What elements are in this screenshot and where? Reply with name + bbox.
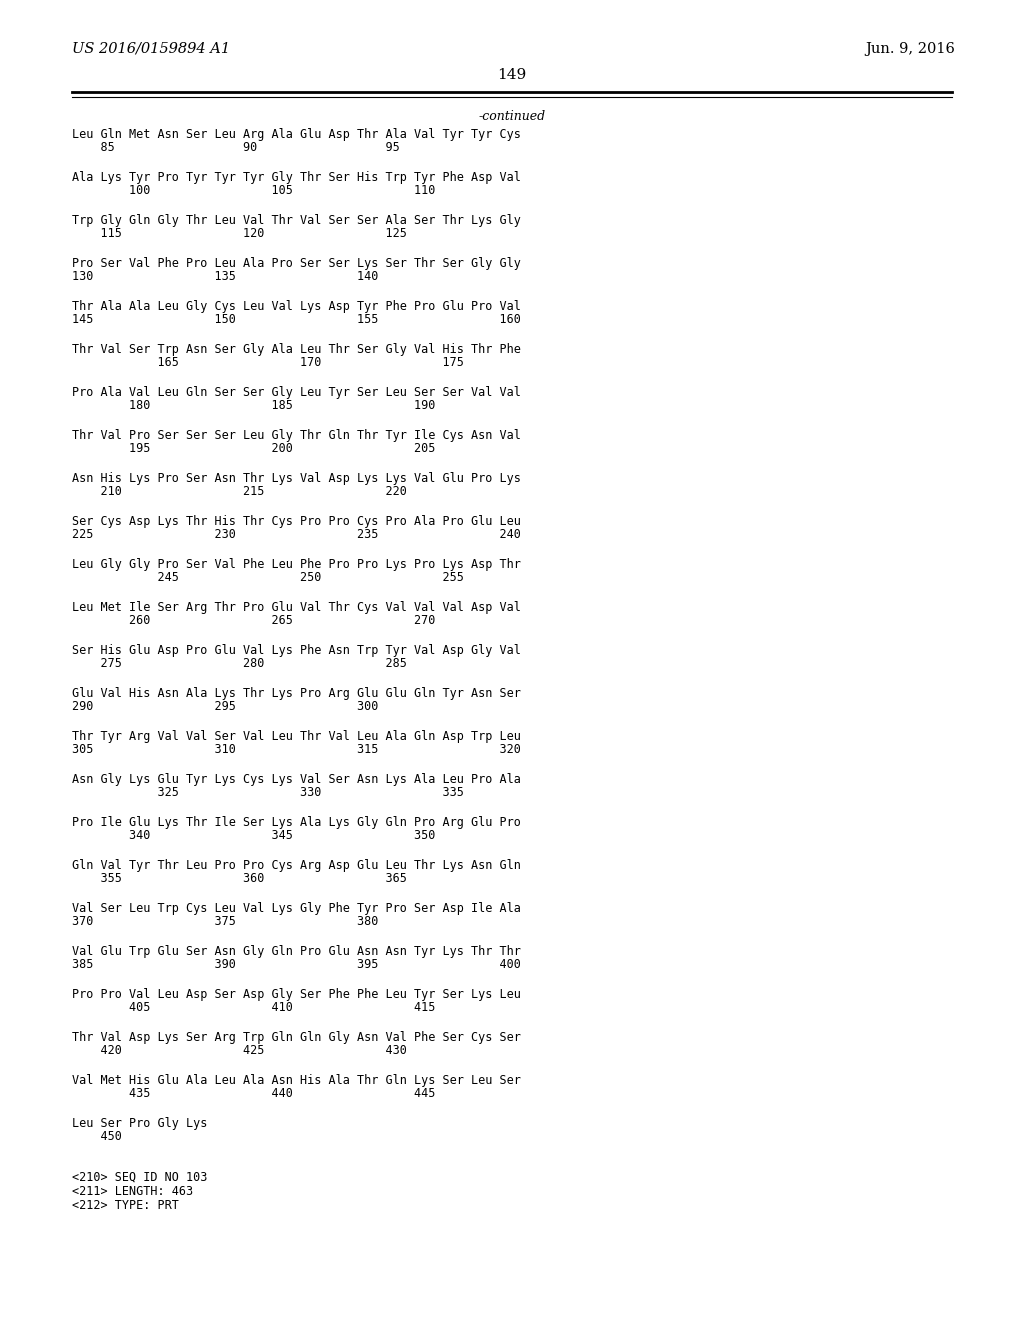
Text: 149: 149 (498, 69, 526, 82)
Text: Val Glu Trp Glu Ser Asn Gly Gln Pro Glu Asn Asn Tyr Lys Thr Thr: Val Glu Trp Glu Ser Asn Gly Gln Pro Glu … (72, 945, 521, 958)
Text: 340                 345                 350: 340 345 350 (72, 829, 435, 842)
Text: 385                 390                 395                 400: 385 390 395 400 (72, 958, 521, 972)
Text: Val Ser Leu Trp Cys Leu Val Lys Gly Phe Tyr Pro Ser Asp Ile Ala: Val Ser Leu Trp Cys Leu Val Lys Gly Phe … (72, 902, 521, 915)
Text: 85                  90                  95: 85 90 95 (72, 141, 399, 154)
Text: US 2016/0159894 A1: US 2016/0159894 A1 (72, 42, 230, 55)
Text: Asn His Lys Pro Ser Asn Thr Lys Val Asp Lys Lys Val Glu Pro Lys: Asn His Lys Pro Ser Asn Thr Lys Val Asp … (72, 473, 521, 484)
Text: Trp Gly Gln Gly Thr Leu Val Thr Val Ser Ser Ala Ser Thr Lys Gly: Trp Gly Gln Gly Thr Leu Val Thr Val Ser … (72, 214, 521, 227)
Text: 165                 170                 175: 165 170 175 (72, 356, 464, 370)
Text: Pro Ala Val Leu Gln Ser Ser Gly Leu Tyr Ser Leu Ser Ser Val Val: Pro Ala Val Leu Gln Ser Ser Gly Leu Tyr … (72, 385, 521, 399)
Text: <211> LENGTH: 463: <211> LENGTH: 463 (72, 1185, 194, 1199)
Text: 115                 120                 125: 115 120 125 (72, 227, 407, 240)
Text: Pro Ser Val Phe Pro Leu Ala Pro Ser Ser Lys Ser Thr Ser Gly Gly: Pro Ser Val Phe Pro Leu Ala Pro Ser Ser … (72, 257, 521, 271)
Text: 195                 200                 205: 195 200 205 (72, 442, 435, 455)
Text: 450: 450 (72, 1130, 122, 1143)
Text: Ser Cys Asp Lys Thr His Thr Cys Pro Pro Cys Pro Ala Pro Glu Leu: Ser Cys Asp Lys Thr His Thr Cys Pro Pro … (72, 515, 521, 528)
Text: Ala Lys Tyr Pro Tyr Tyr Tyr Gly Thr Ser His Trp Tyr Phe Asp Val: Ala Lys Tyr Pro Tyr Tyr Tyr Gly Thr Ser … (72, 172, 521, 183)
Text: Thr Val Asp Lys Ser Arg Trp Gln Gln Gly Asn Val Phe Ser Cys Ser: Thr Val Asp Lys Ser Arg Trp Gln Gln Gly … (72, 1031, 521, 1044)
Text: 225                 230                 235                 240: 225 230 235 240 (72, 528, 521, 541)
Text: 355                 360                 365: 355 360 365 (72, 873, 407, 884)
Text: Gln Val Tyr Thr Leu Pro Pro Cys Arg Asp Glu Leu Thr Lys Asn Gln: Gln Val Tyr Thr Leu Pro Pro Cys Arg Asp … (72, 859, 521, 873)
Text: 130                 135                 140: 130 135 140 (72, 271, 379, 282)
Text: Leu Gly Gly Pro Ser Val Phe Leu Phe Pro Pro Lys Pro Lys Asp Thr: Leu Gly Gly Pro Ser Val Phe Leu Phe Pro … (72, 558, 521, 572)
Text: <212> TYPE: PRT: <212> TYPE: PRT (72, 1199, 179, 1212)
Text: 405                 410                 415: 405 410 415 (72, 1001, 435, 1014)
Text: Jun. 9, 2016: Jun. 9, 2016 (865, 42, 955, 55)
Text: 245                 250                 255: 245 250 255 (72, 572, 464, 583)
Text: Pro Ile Glu Lys Thr Ile Ser Lys Ala Lys Gly Gln Pro Arg Glu Pro: Pro Ile Glu Lys Thr Ile Ser Lys Ala Lys … (72, 816, 521, 829)
Text: 370                 375                 380: 370 375 380 (72, 915, 379, 928)
Text: 305                 310                 315                 320: 305 310 315 320 (72, 743, 521, 756)
Text: Glu Val His Asn Ala Lys Thr Lys Pro Arg Glu Glu Gln Tyr Asn Ser: Glu Val His Asn Ala Lys Thr Lys Pro Arg … (72, 686, 521, 700)
Text: 210                 215                 220: 210 215 220 (72, 484, 407, 498)
Text: 435                 440                 445: 435 440 445 (72, 1086, 435, 1100)
Text: 145                 150                 155                 160: 145 150 155 160 (72, 313, 521, 326)
Text: 290                 295                 300: 290 295 300 (72, 700, 379, 713)
Text: Pro Pro Val Leu Asp Ser Asp Gly Ser Phe Phe Leu Tyr Ser Lys Leu: Pro Pro Val Leu Asp Ser Asp Gly Ser Phe … (72, 987, 521, 1001)
Text: 260                 265                 270: 260 265 270 (72, 614, 435, 627)
Text: Thr Ala Ala Leu Gly Cys Leu Val Lys Asp Tyr Phe Pro Glu Pro Val: Thr Ala Ala Leu Gly Cys Leu Val Lys Asp … (72, 300, 521, 313)
Text: Leu Met Ile Ser Arg Thr Pro Glu Val Thr Cys Val Val Val Asp Val: Leu Met Ile Ser Arg Thr Pro Glu Val Thr … (72, 601, 521, 614)
Text: Ser His Glu Asp Pro Glu Val Lys Phe Asn Trp Tyr Val Asp Gly Val: Ser His Glu Asp Pro Glu Val Lys Phe Asn … (72, 644, 521, 657)
Text: <210> SEQ ID NO 103: <210> SEQ ID NO 103 (72, 1171, 208, 1184)
Text: 325                 330                 335: 325 330 335 (72, 785, 464, 799)
Text: Leu Ser Pro Gly Lys: Leu Ser Pro Gly Lys (72, 1117, 208, 1130)
Text: 420                 425                 430: 420 425 430 (72, 1044, 407, 1057)
Text: Thr Tyr Arg Val Val Ser Val Leu Thr Val Leu Ala Gln Asp Trp Leu: Thr Tyr Arg Val Val Ser Val Leu Thr Val … (72, 730, 521, 743)
Text: -continued: -continued (478, 110, 546, 123)
Text: Val Met His Glu Ala Leu Ala Asn His Ala Thr Gln Lys Ser Leu Ser: Val Met His Glu Ala Leu Ala Asn His Ala … (72, 1074, 521, 1086)
Text: 100                 105                 110: 100 105 110 (72, 183, 435, 197)
Text: 180                 185                 190: 180 185 190 (72, 399, 435, 412)
Text: Asn Gly Lys Glu Tyr Lys Cys Lys Val Ser Asn Lys Ala Leu Pro Ala: Asn Gly Lys Glu Tyr Lys Cys Lys Val Ser … (72, 774, 521, 785)
Text: Thr Val Ser Trp Asn Ser Gly Ala Leu Thr Ser Gly Val His Thr Phe: Thr Val Ser Trp Asn Ser Gly Ala Leu Thr … (72, 343, 521, 356)
Text: 275                 280                 285: 275 280 285 (72, 657, 407, 671)
Text: Leu Gln Met Asn Ser Leu Arg Ala Glu Asp Thr Ala Val Tyr Tyr Cys: Leu Gln Met Asn Ser Leu Arg Ala Glu Asp … (72, 128, 521, 141)
Text: Thr Val Pro Ser Ser Ser Leu Gly Thr Gln Thr Tyr Ile Cys Asn Val: Thr Val Pro Ser Ser Ser Leu Gly Thr Gln … (72, 429, 521, 442)
